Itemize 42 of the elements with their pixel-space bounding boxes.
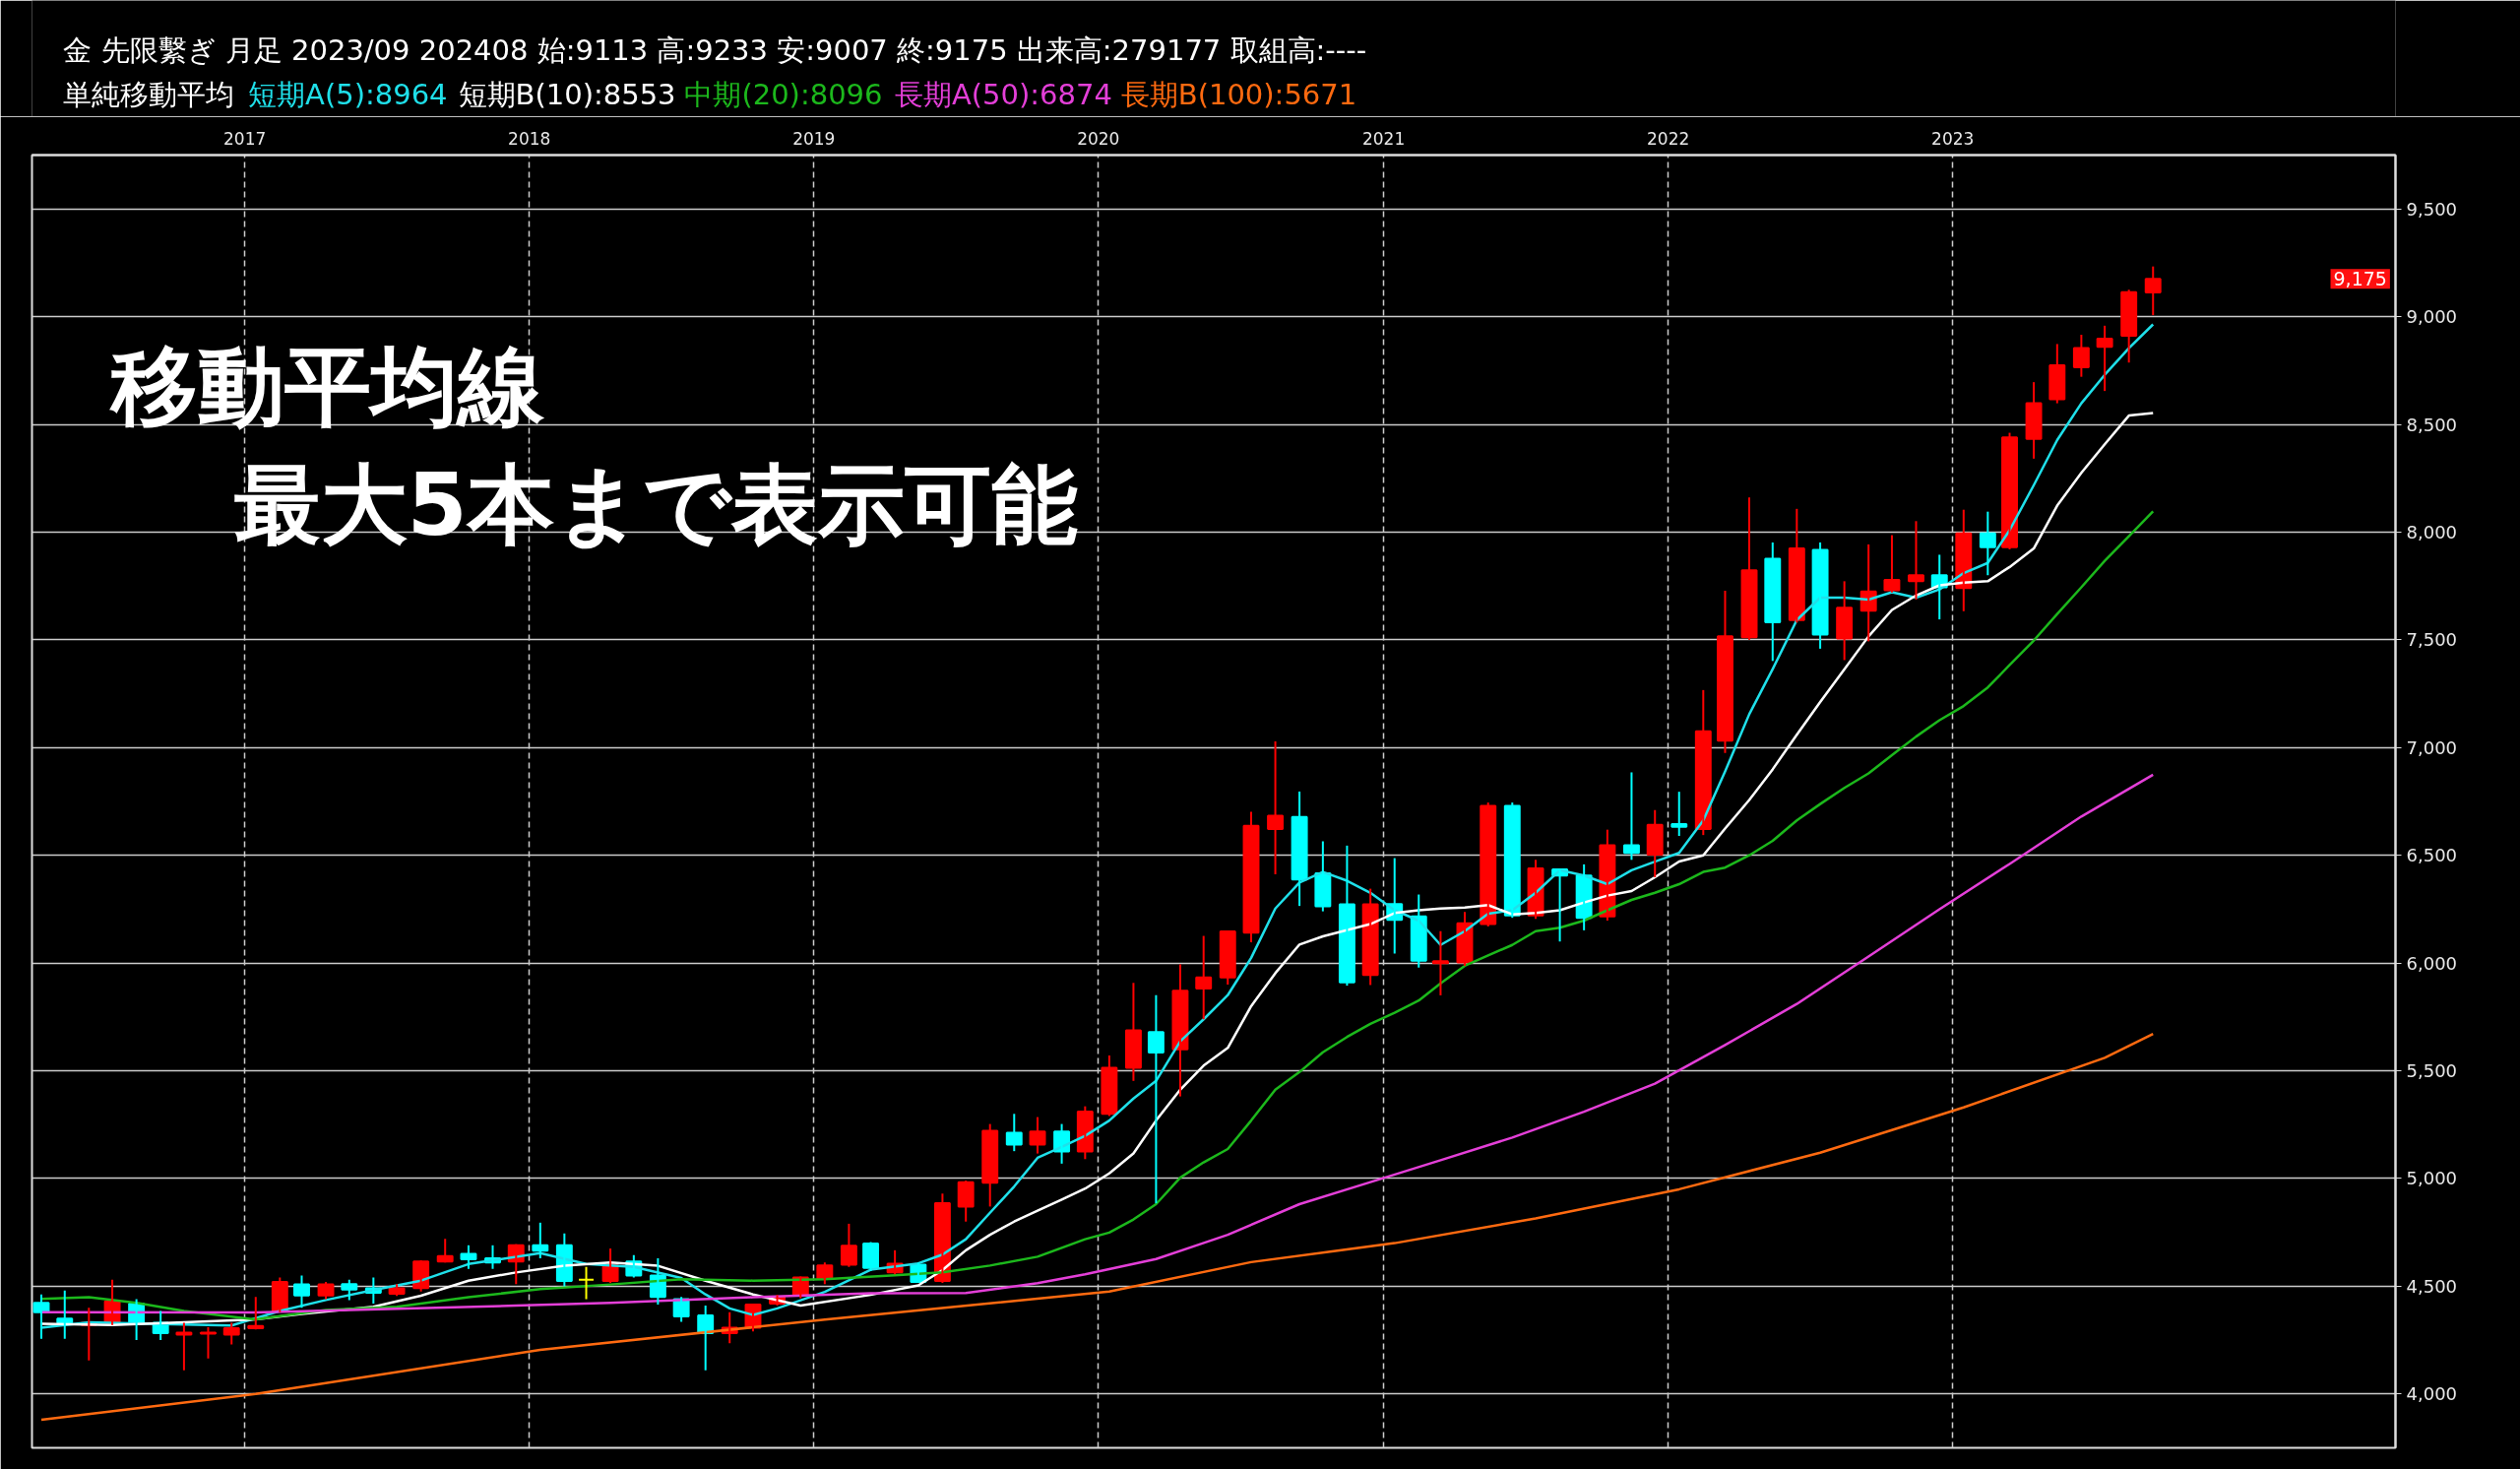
legend-title: 単純移動平均 — [63, 77, 235, 111]
x-tick-label: 2018 — [508, 128, 551, 149]
y-tick-label: 9,000 — [2406, 306, 2458, 328]
y-tick-label: 7,500 — [2406, 629, 2458, 651]
text: 短期A(5):8964 — [248, 77, 448, 111]
y-tick-label: 6,500 — [2406, 845, 2458, 866]
x-tick-label: 2023 — [1931, 128, 1975, 149]
y-tick-label: 5,500 — [2406, 1060, 2458, 1082]
candlestick — [1883, 534, 1901, 594]
x-tick-label: 2022 — [1647, 128, 1690, 149]
annotation: 最大5本まで表示可能 — [233, 454, 1078, 555]
candlestick — [1431, 929, 1449, 996]
candlestick — [175, 1321, 193, 1372]
y-tick-label: 8,500 — [2406, 414, 2458, 435]
y-tick-label: 7,000 — [2406, 736, 2458, 758]
candlestick — [578, 1265, 595, 1301]
y-tick-label: 4,000 — [2406, 1383, 2458, 1405]
y-tick-label: 9,500 — [2406, 198, 2458, 220]
annotation: 9,175 — [2333, 268, 2387, 290]
candlestick — [1836, 580, 1854, 662]
text: 長期B(100):5671 — [1120, 77, 1357, 111]
x-tick-label: 2020 — [1077, 128, 1120, 149]
chart-title: 金 先限繫ぎ 月足 2023/09 202408 始:9113 高:9233 安:9007 終:9175 出来高:279177 取組高:---- — [63, 32, 1367, 67]
text: 短期B(10):8553 — [458, 77, 676, 111]
candlestick — [1670, 791, 1688, 838]
candlestick — [2144, 265, 2162, 317]
annotation: 移動平均線 — [108, 336, 545, 437]
line-series — [39, 1032, 2155, 1422]
candlestick — [1622, 771, 1640, 862]
x-tick-label: 2017 — [223, 128, 267, 149]
y-tick-label: 8,000 — [2406, 521, 2458, 543]
x-tick-label: 2021 — [1362, 128, 1406, 149]
y-tick-label: 6,000 — [2406, 952, 2458, 974]
y-tick-label: 5,000 — [2406, 1168, 2458, 1189]
candlestick — [200, 1325, 217, 1360]
candlestick — [222, 1321, 240, 1346]
text: 中期(20):8096 — [684, 77, 883, 111]
x-tick-label: 2019 — [792, 128, 836, 149]
candlestick — [1267, 739, 1285, 875]
y-tick-label: 4,500 — [2406, 1275, 2458, 1297]
text: 長期A(50):6874 — [894, 77, 1112, 111]
candlestick — [341, 1278, 358, 1302]
